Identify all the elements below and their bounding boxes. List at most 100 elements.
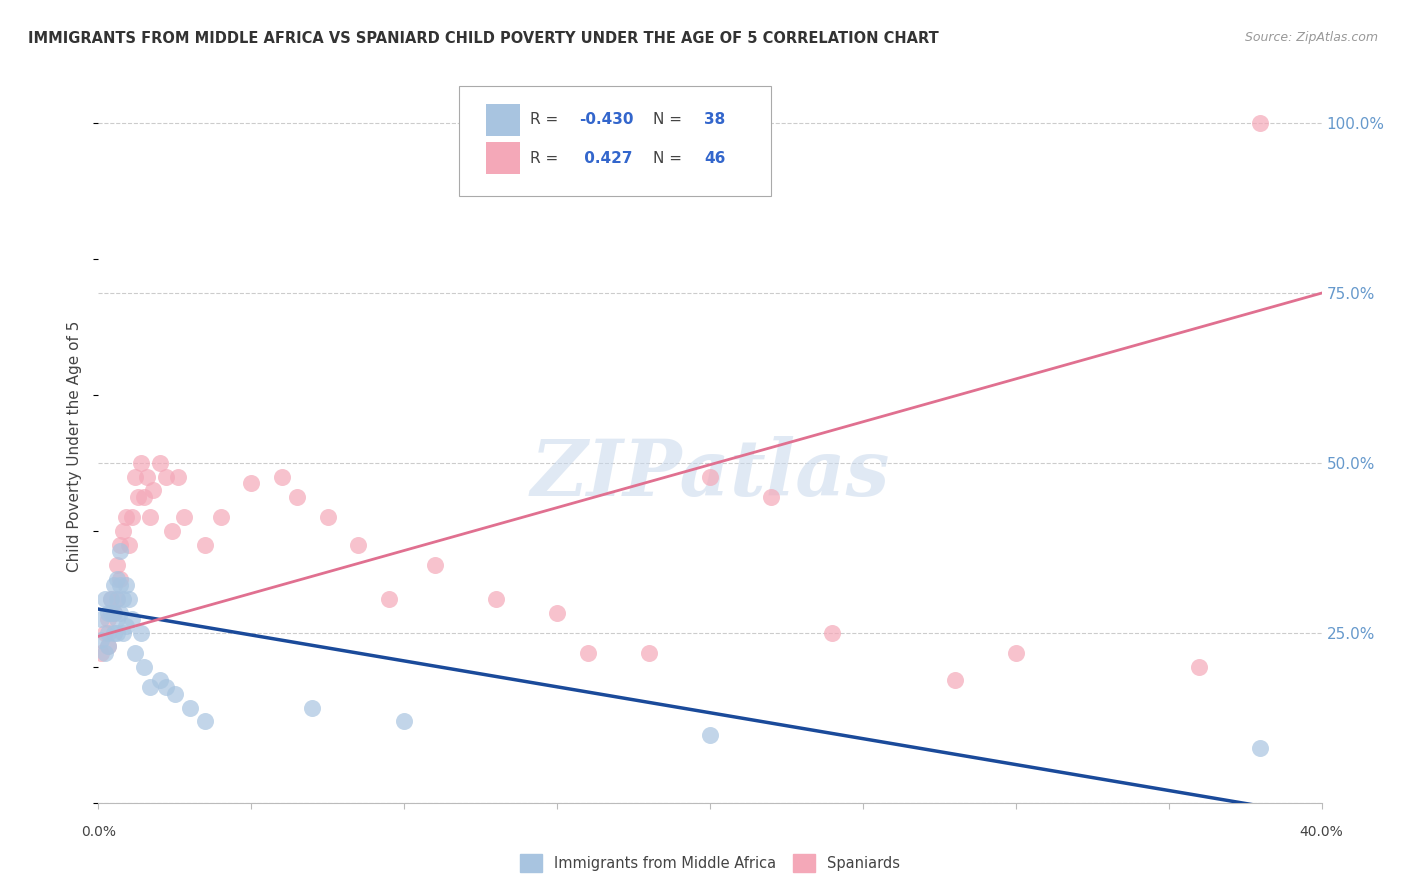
Text: N =: N =: [652, 112, 682, 128]
Point: [105, 591, 128, 606]
Text: 0.0%: 0.0%: [82, 825, 115, 839]
Point: [378, 591, 401, 606]
Point: [118, 537, 141, 551]
Point: [1249, 741, 1271, 756]
Point: [93, 591, 115, 606]
Point: [100, 606, 122, 620]
Point: [124, 469, 146, 483]
Point: [485, 591, 508, 606]
Text: R =: R =: [530, 112, 558, 128]
Point: [105, 612, 128, 626]
Point: [179, 700, 201, 714]
Point: [149, 673, 172, 688]
Text: 46: 46: [704, 151, 725, 166]
Point: [155, 469, 177, 483]
Point: [103, 606, 125, 620]
Point: [139, 510, 162, 524]
Point: [108, 544, 131, 558]
Point: [139, 680, 162, 694]
Point: [103, 606, 125, 620]
Point: [301, 700, 323, 714]
Point: [129, 456, 152, 470]
Point: [270, 469, 292, 483]
Point: [155, 680, 177, 694]
Point: [93, 646, 115, 660]
Point: [97, 640, 120, 654]
Point: [90, 612, 112, 626]
Point: [392, 714, 416, 729]
Point: [121, 510, 143, 524]
Point: [134, 660, 156, 674]
Point: [97, 612, 120, 626]
Point: [316, 510, 339, 524]
Point: [285, 490, 308, 504]
Point: [97, 606, 120, 620]
Text: Source: ZipAtlas.com: Source: ZipAtlas.com: [1244, 31, 1378, 45]
Point: [134, 490, 156, 504]
Point: [821, 626, 844, 640]
Y-axis label: Child Poverty Under the Age of 5: Child Poverty Under the Age of 5: [67, 320, 83, 572]
Point: [103, 626, 125, 640]
Point: [209, 510, 232, 524]
Point: [699, 728, 721, 742]
Point: [173, 510, 195, 524]
Point: [576, 646, 599, 660]
Text: 38: 38: [704, 112, 725, 128]
Point: [115, 510, 138, 524]
Point: [129, 626, 152, 640]
Point: [637, 646, 661, 660]
Text: -0.430: -0.430: [579, 112, 634, 128]
Point: [124, 646, 146, 660]
Point: [943, 673, 966, 688]
Point: [1249, 116, 1271, 130]
Text: 40.0%: 40.0%: [1299, 825, 1344, 839]
Point: [115, 619, 138, 633]
Point: [136, 469, 159, 483]
Point: [108, 537, 131, 551]
Point: [759, 490, 782, 504]
Point: [97, 640, 120, 654]
Text: 0.427: 0.427: [579, 151, 633, 166]
Point: [97, 626, 120, 640]
Point: [423, 558, 446, 572]
FancyBboxPatch shape: [486, 103, 520, 136]
Text: N =: N =: [652, 151, 682, 166]
Point: [160, 524, 183, 538]
Point: [105, 591, 128, 606]
Point: [100, 591, 122, 606]
Point: [149, 456, 172, 470]
Point: [90, 646, 112, 660]
Point: [194, 537, 217, 551]
Point: [167, 469, 190, 483]
Point: [121, 612, 143, 626]
Point: [108, 578, 131, 592]
Point: [546, 606, 568, 620]
Text: R =: R =: [530, 151, 558, 166]
Point: [1004, 646, 1026, 660]
Point: [100, 591, 122, 606]
Text: IMMIGRANTS FROM MIDDLE AFRICA VS SPANIARD CHILD POVERTY UNDER THE AGE OF 5 CORRE: IMMIGRANTS FROM MIDDLE AFRICA VS SPANIAR…: [28, 31, 939, 46]
Point: [103, 578, 125, 592]
Point: [194, 714, 217, 729]
FancyBboxPatch shape: [486, 143, 520, 175]
Point: [108, 572, 131, 586]
Point: [699, 469, 721, 483]
Point: [90, 632, 112, 647]
Point: [111, 524, 134, 538]
Point: [127, 490, 149, 504]
Text: ZIPatlas: ZIPatlas: [530, 436, 890, 513]
Point: [105, 558, 128, 572]
Point: [142, 483, 165, 498]
Point: [1188, 660, 1211, 674]
FancyBboxPatch shape: [460, 86, 772, 196]
Legend: Immigrants from Middle Africa, Spaniards: Immigrants from Middle Africa, Spaniards: [515, 848, 905, 878]
Point: [163, 687, 186, 701]
Point: [240, 476, 263, 491]
Point: [105, 572, 128, 586]
Point: [347, 537, 370, 551]
Point: [115, 578, 138, 592]
Point: [118, 591, 141, 606]
Point: [111, 626, 134, 640]
Point: [105, 626, 128, 640]
Point: [111, 591, 134, 606]
